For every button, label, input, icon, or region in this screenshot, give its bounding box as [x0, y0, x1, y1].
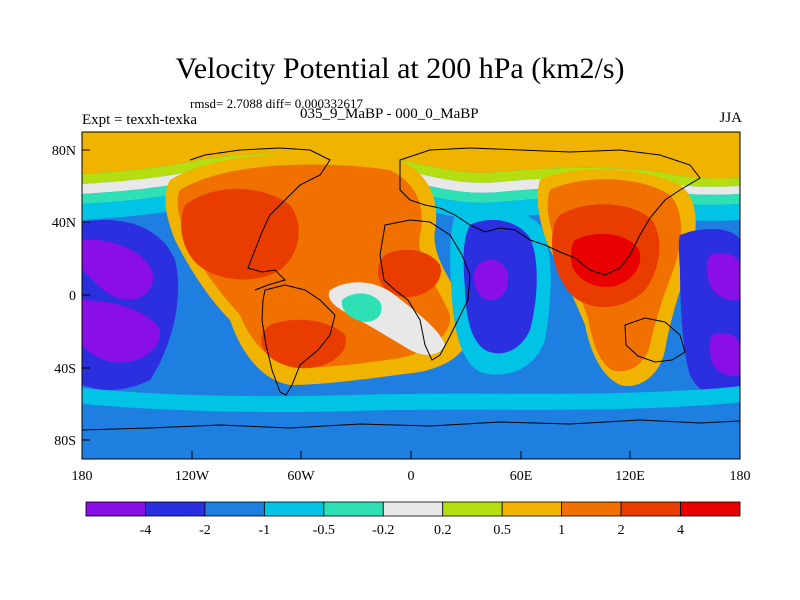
y-label: 40S — [54, 362, 76, 377]
west-pacific-high-core — [571, 233, 641, 287]
colorbar-box — [442, 501, 503, 517]
x-label: 180 — [72, 469, 93, 484]
experiment-label: Expt = texxh-texka — [82, 112, 198, 128]
y-ticks — [82, 149, 90, 441]
central-pacific-south-core — [709, 333, 740, 376]
colorbar-label: -4 — [140, 523, 152, 538]
southern-ocean-stripe — [82, 386, 740, 413]
colorbar — [85, 501, 741, 517]
antarctica-outline — [82, 419, 740, 431]
colorbar-label: 1 — [558, 523, 565, 538]
east-pacific-core — [82, 239, 154, 300]
colorbar-label: 4 — [677, 523, 684, 538]
colorbar-box — [85, 501, 146, 517]
x-label: 120W — [175, 469, 210, 484]
eurasia-outline — [399, 147, 701, 276]
south-pacific-core — [82, 300, 161, 363]
colorbar-box — [323, 501, 384, 517]
colorbar-box — [382, 501, 444, 517]
colorbar-label: 0.2 — [434, 523, 452, 538]
map-title: Velocity Potential at 200 hPa (km2/s) — [175, 52, 625, 85]
colorbar-label: -2 — [199, 523, 211, 538]
colorbar-box — [620, 501, 681, 517]
colorbar-label: -1 — [259, 523, 271, 538]
colorbar-box — [204, 501, 265, 517]
australia-outline — [624, 317, 686, 363]
x-label: 180 — [730, 469, 751, 484]
africa-high-inner — [378, 249, 441, 298]
colorbar-box — [263, 501, 325, 517]
contour-field — [82, 132, 740, 459]
colorbar-label: -0.5 — [313, 523, 335, 538]
x-label: 60E — [510, 469, 533, 484]
x-axis-labels: 180 120W 60W 0 60E 120E 180 — [72, 469, 751, 484]
stats-line: rmsd= 2.7088 diff= 0.000332617 — [190, 96, 363, 111]
case-label: 035_9_MaBP - 000_0_MaBP — [300, 106, 479, 122]
y-label: 80N — [52, 144, 76, 159]
y-label: 0 — [69, 289, 76, 304]
colorbar-box — [561, 501, 622, 517]
africa-outline — [379, 219, 471, 361]
y-label: 80S — [54, 434, 76, 449]
colorbar-label: 2 — [618, 523, 625, 538]
colorbar-box — [145, 501, 206, 517]
x-ticks — [191, 451, 631, 459]
y-label: 40N — [52, 216, 76, 231]
x-label: 120E — [615, 469, 645, 484]
x-label: 60W — [287, 469, 315, 484]
season-label: JJA — [719, 110, 742, 126]
indian-ocean-low-core — [474, 259, 509, 301]
atlantic-cyan-core — [341, 293, 382, 322]
americas-high-inner — [181, 188, 299, 280]
atlantic-high-inner — [261, 319, 346, 369]
central-pacific-core — [706, 252, 740, 301]
colorbar-labels: -4 -2 -1 -0.5 -0.2 0.2 0.5 1 2 4 — [140, 523, 684, 538]
south-america-outline — [261, 284, 336, 396]
colorbar-box — [501, 501, 563, 517]
colorbar-label: 0.5 — [493, 523, 511, 538]
y-axis-labels: 80N 40N 0 40S 80S — [52, 144, 76, 449]
colorbar-box — [680, 501, 741, 517]
northern-band — [82, 132, 740, 179]
x-label: 0 — [408, 469, 415, 484]
colorbar-label: -0.2 — [372, 523, 394, 538]
coastlines — [82, 147, 740, 431]
north-america-outline — [189, 147, 331, 291]
